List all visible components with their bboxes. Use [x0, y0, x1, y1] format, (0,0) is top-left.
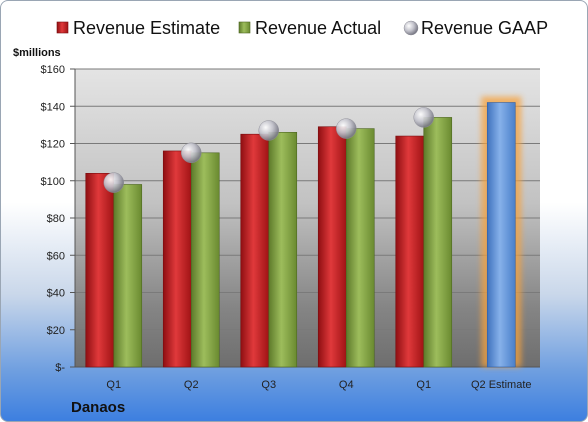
- y-tick-label: $-: [55, 362, 65, 374]
- x-tick-label: Q1: [106, 379, 121, 391]
- legend-label: Revenue GAAP: [421, 18, 548, 38]
- y-tick-label: $120: [41, 139, 65, 151]
- legend-label: Revenue Actual: [255, 18, 381, 38]
- bar-revenue-actual: [268, 132, 298, 368]
- y-tick-label: $100: [41, 176, 65, 188]
- x-tick-label: Q2 Estimate: [471, 379, 532, 391]
- legend-swatch: [238, 21, 251, 34]
- x-tick-label: Q4: [339, 379, 354, 391]
- bar-revenue-estimate: [240, 133, 270, 368]
- bar-revenue-estimate: [162, 150, 192, 368]
- y-tick-label: $80: [47, 213, 65, 225]
- point-revenue-gaap: [413, 107, 434, 128]
- point-revenue-gaap: [258, 120, 279, 141]
- bar-revenue-estimate: [85, 173, 115, 368]
- legend-label: Revenue Estimate: [73, 18, 220, 38]
- x-tick-label: Q3: [261, 379, 276, 391]
- y-tick-label: $20: [47, 325, 65, 337]
- y-tick-label: $40: [47, 288, 65, 300]
- bar-revenue-actual: [345, 128, 375, 368]
- point-revenue-gaap: [181, 142, 202, 164]
- point-revenue-gaap: [103, 172, 124, 193]
- y-tick-label: $140: [41, 101, 65, 113]
- x-tick-label: Q1: [416, 379, 431, 391]
- bar-revenue-estimate-projected: [486, 102, 516, 368]
- bar-revenue-actual: [423, 117, 453, 368]
- bar-revenue-estimate: [395, 135, 425, 368]
- legend-swatch: [403, 20, 419, 36]
- legend-swatch: [56, 21, 69, 34]
- bar-revenue-actual: [113, 184, 143, 368]
- y-unit-label: $millions: [13, 47, 61, 59]
- bar-revenue-actual: [190, 152, 220, 368]
- company-name: Danaos: [71, 399, 126, 416]
- point-revenue-gaap: [336, 118, 357, 139]
- bar-revenue-estimate: [317, 126, 347, 368]
- x-tick-label: Q2: [184, 379, 199, 391]
- y-tick-label: $60: [47, 250, 65, 262]
- y-tick-label: $160: [41, 64, 65, 76]
